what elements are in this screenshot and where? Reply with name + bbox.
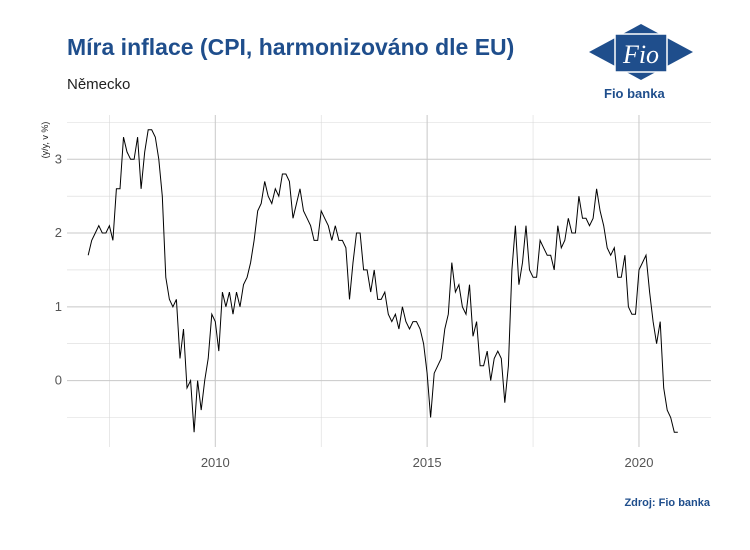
fio-logo-icon: Fio — [589, 24, 693, 80]
chart-subtitle: Německo — [67, 76, 131, 93]
logo-name: Fio banka — [604, 86, 665, 101]
x-tick-label: 2020 — [625, 455, 654, 470]
x-tick-label: 2015 — [413, 455, 442, 470]
major-gridlines — [67, 115, 711, 447]
source-note: Zdroj: Fio banka — [624, 497, 710, 509]
y-tick-label: 1 — [55, 299, 62, 314]
y-tick-label: 0 — [55, 373, 62, 388]
chart-title: Míra inflace (CPI, harmonizováno dle EU) — [67, 34, 515, 60]
logo-mark-text: Fio — [622, 40, 659, 69]
y-axis-label: (y/y, v %) — [40, 122, 50, 159]
x-tick-label: 2010 — [201, 455, 230, 470]
y-tick-label: 2 — [55, 225, 62, 240]
y-axis-ticks: 0 1 2 3 — [55, 151, 62, 387]
y-tick-label: 3 — [55, 151, 62, 166]
x-axis-ticks: 2010 2015 2020 — [201, 455, 654, 470]
series-line-inflation — [87, 129, 678, 433]
minor-gridlines — [67, 115, 711, 447]
